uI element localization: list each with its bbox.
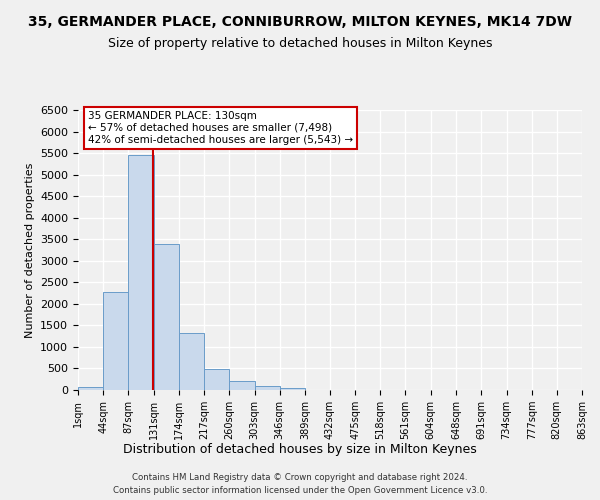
Text: Distribution of detached houses by size in Milton Keynes: Distribution of detached houses by size … — [123, 442, 477, 456]
Bar — [229, 382, 254, 390]
Bar — [204, 369, 229, 390]
Text: Contains HM Land Registry data © Crown copyright and database right 2024.: Contains HM Land Registry data © Crown c… — [132, 472, 468, 482]
Text: 35, GERMANDER PLACE, CONNIBURROW, MILTON KEYNES, MK14 7DW: 35, GERMANDER PLACE, CONNIBURROW, MILTON… — [28, 15, 572, 29]
Text: Contains public sector information licensed under the Open Government Licence v3: Contains public sector information licen… — [113, 486, 487, 495]
Text: 35 GERMANDER PLACE: 130sqm
← 57% of detached houses are smaller (7,498)
42% of s: 35 GERMANDER PLACE: 130sqm ← 57% of deta… — [88, 112, 353, 144]
Text: Size of property relative to detached houses in Milton Keynes: Size of property relative to detached ho… — [108, 38, 492, 51]
Bar — [128, 155, 154, 390]
Bar — [280, 388, 305, 390]
Bar — [254, 386, 280, 390]
Y-axis label: Number of detached properties: Number of detached properties — [25, 162, 35, 338]
Bar — [154, 244, 179, 390]
Bar — [103, 292, 128, 390]
Bar — [179, 333, 204, 390]
Bar — [78, 387, 103, 390]
